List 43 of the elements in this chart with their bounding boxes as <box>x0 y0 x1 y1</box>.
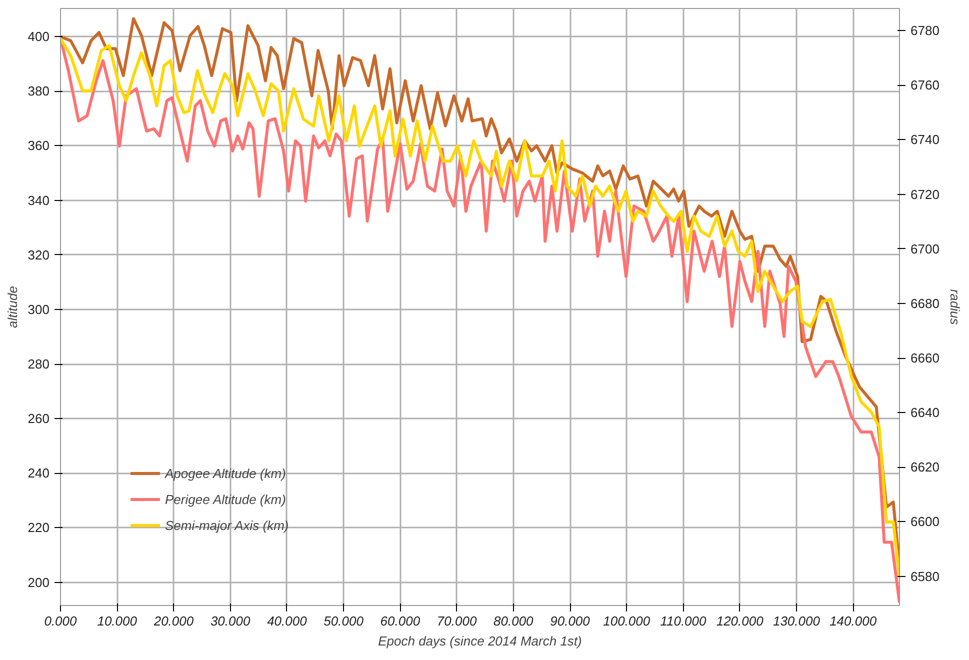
x-tick-label: 100.000 <box>603 614 651 628</box>
y2-tick-label: 6780 <box>910 23 940 38</box>
y-tick-label: 400 <box>28 29 50 44</box>
x-tick-label: 110.000 <box>660 614 708 628</box>
y2-tick-label: 6680 <box>910 296 940 311</box>
y2-tick-label: 6580 <box>910 568 940 584</box>
x-tick-label: 120.000 <box>716 614 764 628</box>
legend-label: Perigee Altitude (km) <box>165 492 286 506</box>
y-tick-label: 340 <box>28 192 50 208</box>
legend-label: Apogee Altitude (km) <box>165 466 286 480</box>
x-tick-label: 60.000 <box>380 614 421 628</box>
y2-tick-label: 6640 <box>910 405 940 420</box>
y-tick-label: 360 <box>28 138 50 154</box>
y-tick-label: 380 <box>28 84 50 99</box>
y2-tick-label: 6740 <box>910 132 940 148</box>
x-tick-label: 80.000 <box>494 614 534 628</box>
y-tick-label: 220 <box>28 520 50 536</box>
y-tick-label: 320 <box>28 247 50 262</box>
x-tick-label: 140.000 <box>830 614 878 628</box>
y-tick-label: 240 <box>28 466 50 481</box>
y2-tick-label: 6760 <box>910 78 940 93</box>
y2-tick-label: 6700 <box>910 241 940 256</box>
y2-tick-label: 6620 <box>910 460 940 475</box>
y-tick-label: 280 <box>28 356 50 372</box>
y2-tick-label: 6600 <box>910 514 940 530</box>
legend-label: Semi-major Axis (km) <box>165 518 289 532</box>
x-tick-label: 40.000 <box>267 614 308 628</box>
x-tick-label: 70.000 <box>436 614 478 628</box>
y-tick-label: 300 <box>28 302 50 317</box>
x-tick-label: 20.000 <box>152 614 194 628</box>
y-tick-label: 200 <box>28 574 50 590</box>
x-tick-label: 10.000 <box>97 614 138 628</box>
y-tick-label: 260 <box>28 411 50 426</box>
x-tick-label: 30.000 <box>210 614 251 628</box>
x-tick-label: 130.000 <box>772 614 821 628</box>
x-tick-label: 0.000 <box>44 614 78 628</box>
y2-axis-title: radius <box>947 289 962 326</box>
x-tick-label: 50.000 <box>324 614 364 628</box>
y-axis-title: altitude <box>4 286 20 328</box>
y2-tick-label: 6720 <box>910 186 940 202</box>
x-tick-label: 90.000 <box>550 614 591 628</box>
x-axis-title: Epoch days (since 2014 March 1st) <box>378 634 582 648</box>
y2-tick-label: 6660 <box>910 350 940 366</box>
